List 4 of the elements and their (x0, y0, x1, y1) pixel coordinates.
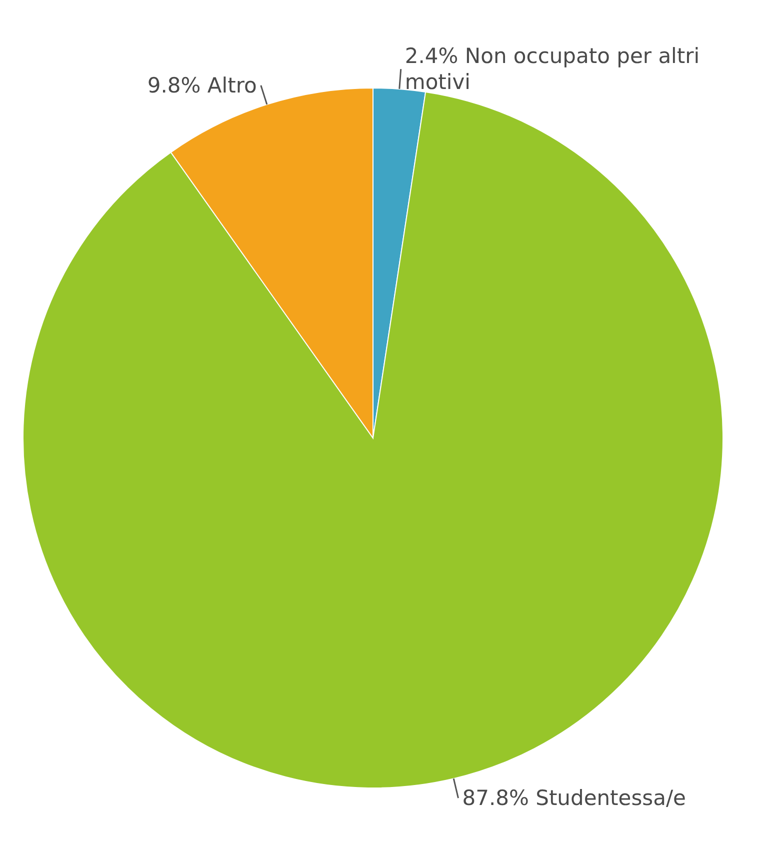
pie-slice (23, 91, 724, 788)
slice-label: 9.8% Altro (147, 73, 257, 98)
slice-label: 87.8% Studentessa/e (462, 786, 686, 810)
slice-label: 2.4% Non occupato per altri motivi (404, 44, 700, 94)
